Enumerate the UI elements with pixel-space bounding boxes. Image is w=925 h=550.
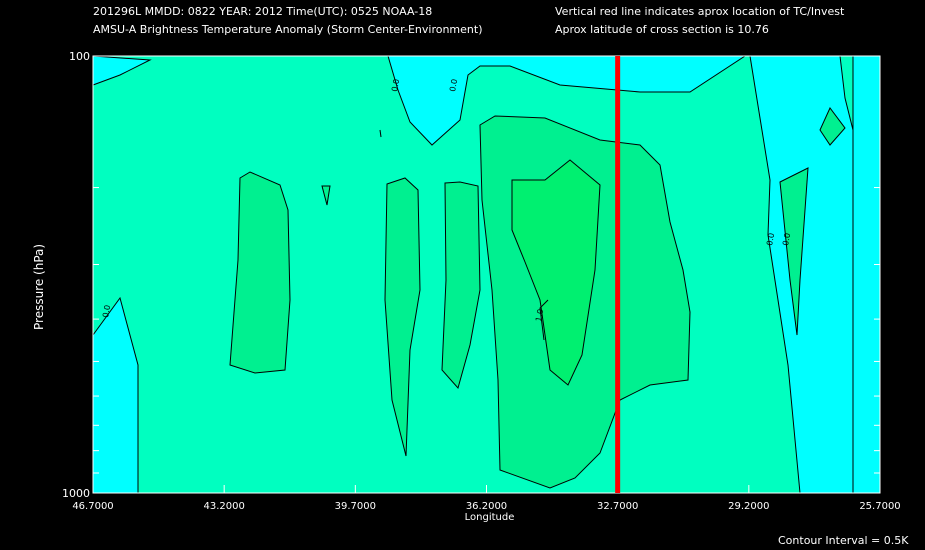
region-level-1-2 bbox=[384, 177, 421, 457]
region-level-0-4 bbox=[852, 55, 881, 494]
x-tick-label: 43.2000 bbox=[203, 501, 244, 512]
contour-label: 0.0 bbox=[448, 78, 459, 92]
contour-lines bbox=[379, 129, 549, 341]
contour-line bbox=[379, 129, 382, 138]
y-tick-label: 100 bbox=[69, 50, 90, 63]
x-tick-label: 36.2000 bbox=[466, 501, 507, 512]
region-level-1-1 bbox=[229, 171, 291, 374]
contour-label: 0.0 bbox=[781, 232, 792, 246]
region-level-1-3 bbox=[441, 181, 481, 390]
contour-interval-note: Contour Interval = 0.5K bbox=[778, 534, 909, 547]
axes: 46.7000 43.2000 39.7000 36.2000 32.7000 29.20… bbox=[62, 50, 901, 523]
header-line1-left: 201296L MMDD: 0822 YEAR: 2012 Time(UTC):… bbox=[93, 5, 433, 18]
region-level-1-5 bbox=[819, 107, 846, 146]
region-level-1-6 bbox=[321, 185, 331, 206]
x-tick-label: 29.2000 bbox=[728, 501, 769, 512]
region-level-1-4 bbox=[779, 167, 809, 336]
x-tick-label: 46.7000 bbox=[72, 501, 113, 512]
header-line1-right: Vertical red line indicates aprox locati… bbox=[555, 5, 845, 18]
x-tick-label: 32.7000 bbox=[597, 501, 638, 512]
y-tick-label: 1000 bbox=[62, 487, 90, 500]
x-axis-label: Longitude bbox=[465, 512, 515, 523]
region-level-1-5 bbox=[511, 159, 601, 386]
x-tick-label: 25.7000 bbox=[859, 501, 900, 512]
y-axis-label: Pressure (hPa) bbox=[32, 243, 46, 330]
contour-line bbox=[539, 299, 549, 341]
region-level-0-2 bbox=[387, 55, 747, 146]
header-line2-left: AMSU-A Brightness Temperature Anomaly (S… bbox=[93, 23, 483, 36]
contour-labels: 0.0 0.0 0.0 0.0 0.0 1.0 bbox=[101, 78, 792, 322]
header-line2-right: Aprox latitude of cross section is 10.76 bbox=[555, 23, 769, 36]
x-tick-label: 39.7000 bbox=[335, 501, 376, 512]
contour-label: 1.0 bbox=[534, 308, 545, 322]
contour-label: 0.0 bbox=[765, 232, 776, 246]
contour-fills bbox=[92, 55, 881, 494]
contour-label: 0.0 bbox=[101, 304, 112, 318]
contour-label: 0.0 bbox=[390, 78, 401, 92]
